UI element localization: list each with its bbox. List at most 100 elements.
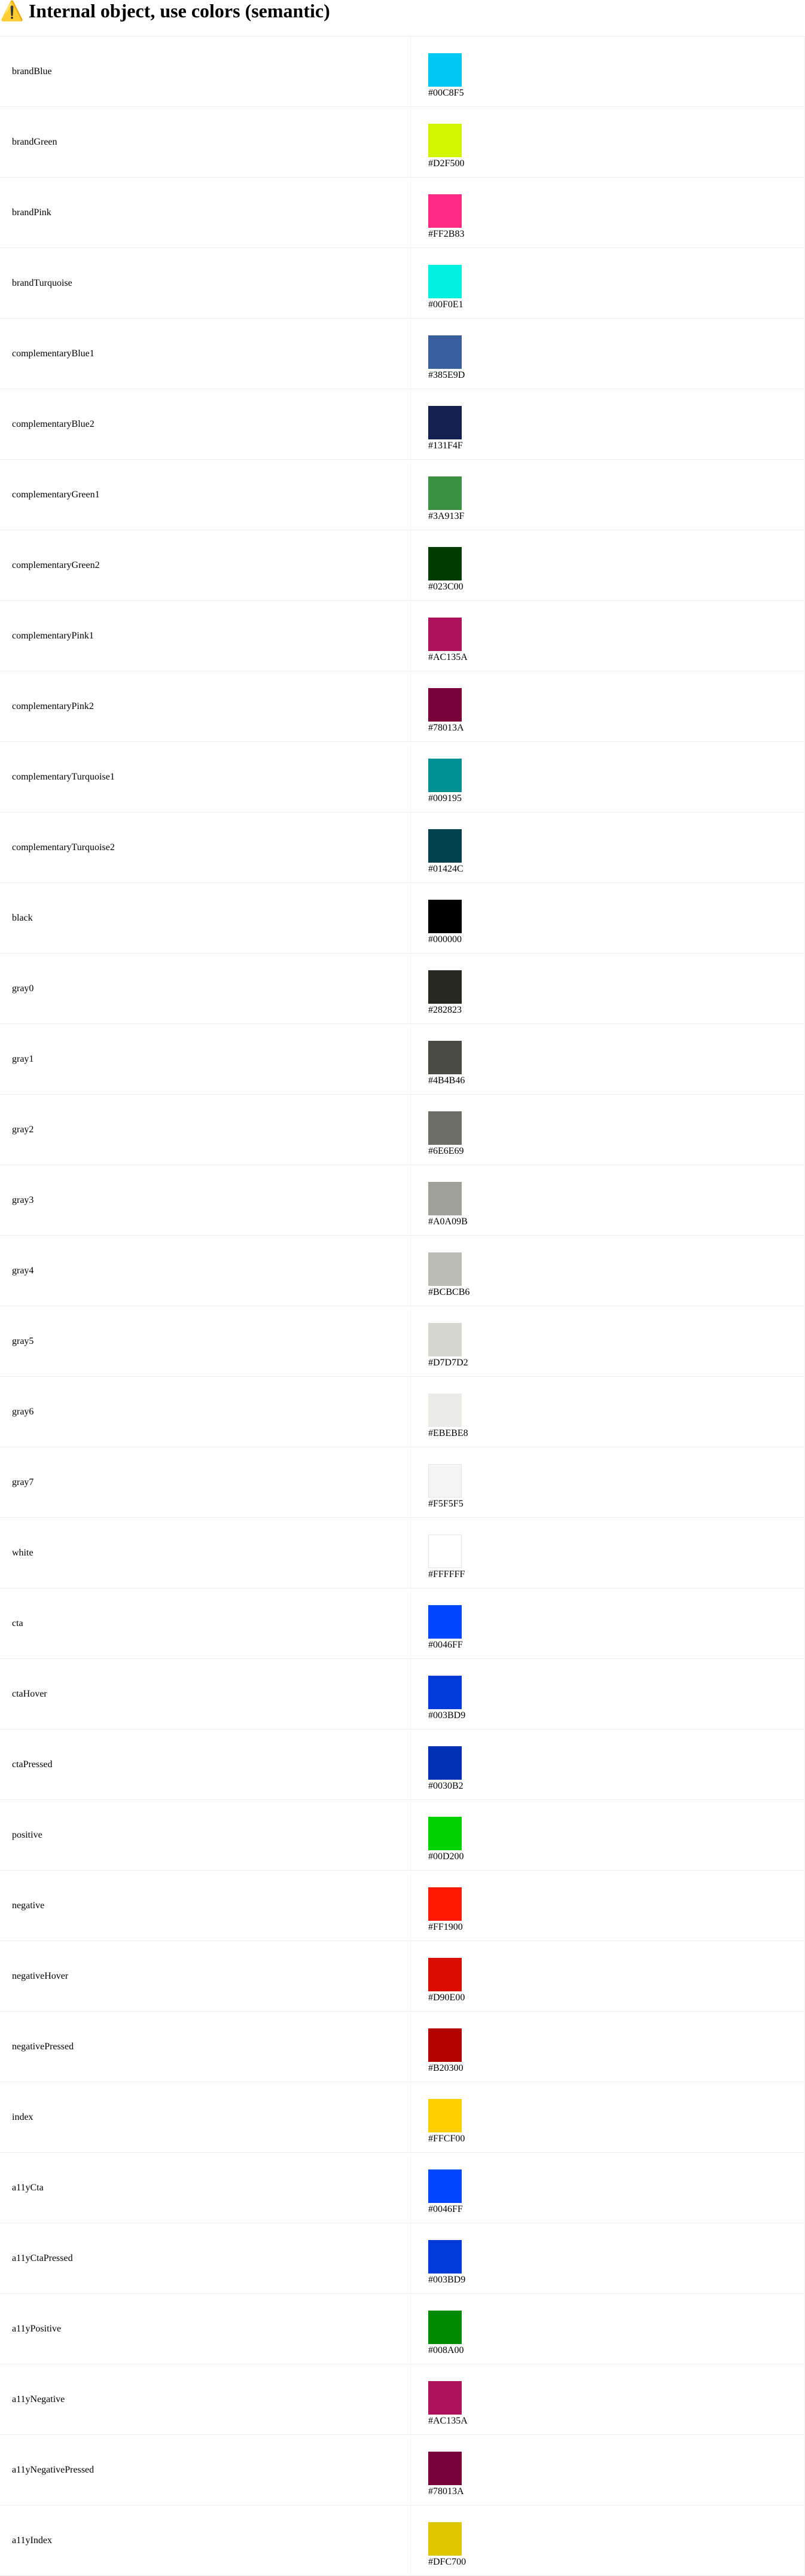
color-name: gray3 — [0, 1165, 411, 1236]
color-hex-value: #00F0E1 — [428, 299, 464, 310]
color-hex-value: #F5F5F5 — [428, 1498, 464, 1509]
color-name: a11yPositive — [0, 2293, 411, 2364]
color-swatch — [428, 2169, 462, 2203]
color-swatch-cell: #FF2B83 — [412, 177, 805, 248]
column-divider — [410, 1165, 412, 1236]
color-swatch-cell: #4B4B46 — [412, 1023, 805, 1095]
color-hex-value: #78013A — [428, 722, 464, 733]
color-row: complementaryGreen1 #3A913F — [0, 459, 805, 530]
color-hex-value: #EBEBE8 — [428, 1428, 468, 1438]
color-row: gray0 #282823 — [0, 953, 805, 1024]
color-name: complementaryPink2 — [0, 671, 411, 742]
color-hex-value: #01424C — [428, 863, 464, 874]
color-name: complementaryGreen1 — [0, 459, 411, 530]
color-name: brandTurquoise — [0, 247, 411, 319]
color-row: gray1 #4B4B46 — [0, 1023, 805, 1095]
color-hex-value: #131F4F — [428, 440, 463, 451]
color-swatch-cell: #0030B2 — [412, 1729, 805, 1800]
column-divider — [410, 600, 412, 671]
color-hex-value: #0030B2 — [428, 1780, 464, 1791]
color-hex-value: #D7D7D2 — [428, 1357, 468, 1368]
column-divider — [410, 741, 412, 812]
color-swatch — [428, 1534, 462, 1568]
color-row: negativePressed #B20300 — [0, 2011, 805, 2082]
color-hex-value: #FF2B83 — [428, 228, 465, 239]
column-divider — [410, 459, 412, 530]
color-swatch-cell: #023C00 — [412, 530, 805, 601]
color-name: brandPink — [0, 177, 411, 248]
color-hex-value: #282823 — [428, 1004, 462, 1015]
color-name: a11yNegative — [0, 2364, 411, 2435]
column-divider — [410, 1729, 412, 1800]
color-swatch — [428, 123, 462, 157]
color-swatch — [428, 1252, 462, 1286]
color-swatch-cell: #A0A09B — [412, 1165, 805, 1236]
color-swatch-cell: #6E6E69 — [412, 1094, 805, 1165]
color-name: a11yCta — [0, 2152, 411, 2223]
column-divider — [410, 1023, 412, 1095]
color-hex-value: #FF1900 — [428, 1921, 463, 1932]
color-hex-value: #D2F500 — [428, 158, 465, 169]
column-divider — [410, 530, 412, 601]
color-swatch — [428, 617, 462, 651]
color-swatch-cell: #385E9D — [412, 318, 805, 389]
color-swatch — [428, 1816, 462, 1850]
column-divider — [410, 812, 412, 883]
color-row: a11yNegativePressed #78013A — [0, 2434, 805, 2505]
color-hex-value: #FFCF00 — [428, 2133, 465, 2144]
color-swatch — [428, 1746, 462, 1780]
color-swatch-cell: #00F0E1 — [412, 247, 805, 319]
column-divider — [410, 36, 412, 107]
color-row: complementaryBlue2 #131F4F — [0, 389, 805, 460]
color-swatch-cell: #AC135A — [412, 2364, 805, 2435]
color-swatch-cell: #003BD9 — [412, 1658, 805, 1729]
color-swatch-cell: #78013A — [412, 671, 805, 742]
color-name: gray4 — [0, 1235, 411, 1306]
color-row: index #FFCF00 — [0, 2082, 805, 2153]
column-divider — [410, 106, 412, 178]
column-divider — [410, 953, 412, 1024]
color-row: gray5 #D7D7D2 — [0, 1306, 805, 1377]
color-hex-value: #78013A — [428, 2486, 464, 2496]
column-divider — [410, 177, 412, 248]
color-swatch — [428, 2028, 462, 2062]
color-swatch — [428, 2310, 462, 2344]
color-row: brandTurquoise #00F0E1 — [0, 247, 805, 319]
color-name: a11yCtaPressed — [0, 2223, 411, 2294]
color-row: complementaryPink1 #AC135A — [0, 600, 805, 671]
color-name: brandBlue — [0, 36, 411, 107]
column-divider — [410, 247, 412, 319]
column-divider — [410, 671, 412, 742]
color-hex-value: #BCBCB6 — [428, 1287, 470, 1297]
color-swatch-table: brandBlue #00C8F5 brandGreen #D2F500 brandPi… — [0, 36, 805, 2576]
color-name: complementaryTurquoise2 — [0, 812, 411, 883]
color-name: gray5 — [0, 1306, 411, 1377]
color-name: negative — [0, 1870, 411, 1941]
color-swatch-cell: #00C8F5 — [412, 36, 805, 107]
color-swatch-cell: #FFCF00 — [412, 2082, 805, 2153]
color-row: a11yCta #0046FF — [0, 2152, 805, 2223]
color-swatch-cell: #FFFFFF — [412, 1517, 805, 1588]
color-swatch-cell: #D2F500 — [412, 106, 805, 178]
color-hex-value: #AC135A — [428, 2415, 468, 2426]
color-row: positive #00D200 — [0, 1799, 805, 1871]
color-name: gray1 — [0, 1023, 411, 1095]
column-divider — [410, 1376, 412, 1447]
color-name: gray2 — [0, 1094, 411, 1165]
color-name: black — [0, 882, 411, 954]
color-swatch-cell: #AC135A — [412, 600, 805, 671]
color-row: complementaryTurquoise1 #009195 — [0, 741, 805, 812]
color-swatch-cell: #0046FF — [412, 1588, 805, 1659]
color-name: complementaryBlue1 — [0, 318, 411, 389]
column-divider — [410, 1588, 412, 1659]
column-divider — [410, 1870, 412, 1941]
color-row: gray4 #BCBCB6 — [0, 1235, 805, 1306]
color-hex-value: #008A00 — [428, 2345, 464, 2355]
color-row: brandBlue #00C8F5 — [0, 36, 805, 107]
color-swatch-cell: #FF1900 — [412, 1870, 805, 1941]
column-divider — [410, 1447, 412, 1518]
color-row: ctaPressed #0030B2 — [0, 1729, 805, 1800]
color-name: index — [0, 2082, 411, 2153]
column-divider — [410, 2434, 412, 2505]
column-divider — [410, 1799, 412, 1871]
